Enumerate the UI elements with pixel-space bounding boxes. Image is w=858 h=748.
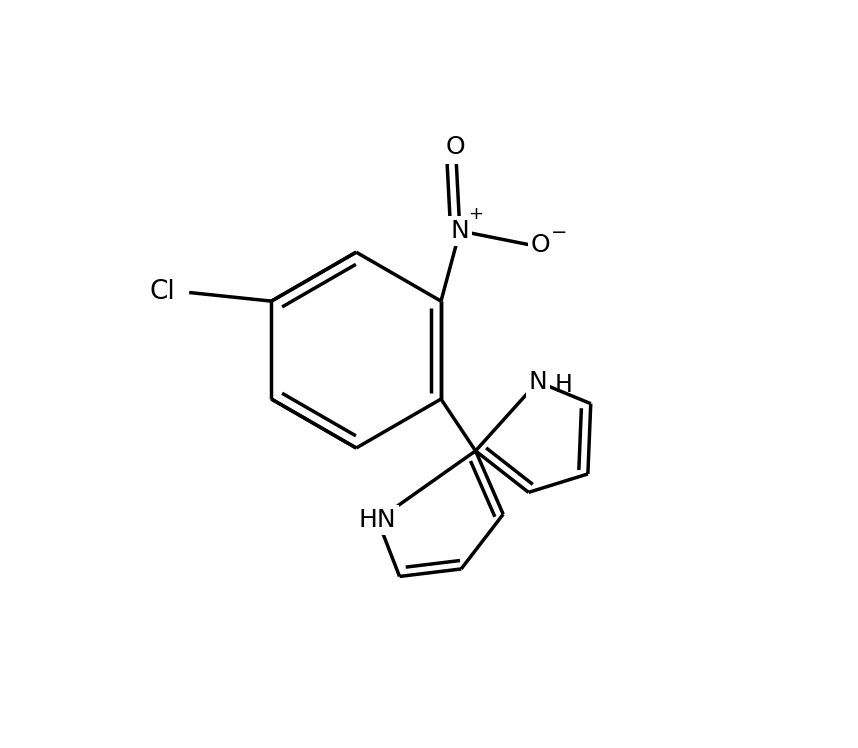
Text: −: − <box>552 223 568 242</box>
Text: O: O <box>531 233 550 257</box>
Text: N: N <box>450 219 469 243</box>
Text: +: + <box>468 205 484 223</box>
Text: HN: HN <box>359 508 396 532</box>
Text: H: H <box>555 373 573 396</box>
Text: Cl: Cl <box>149 280 175 305</box>
Text: O: O <box>446 135 466 159</box>
Text: N: N <box>529 370 547 393</box>
